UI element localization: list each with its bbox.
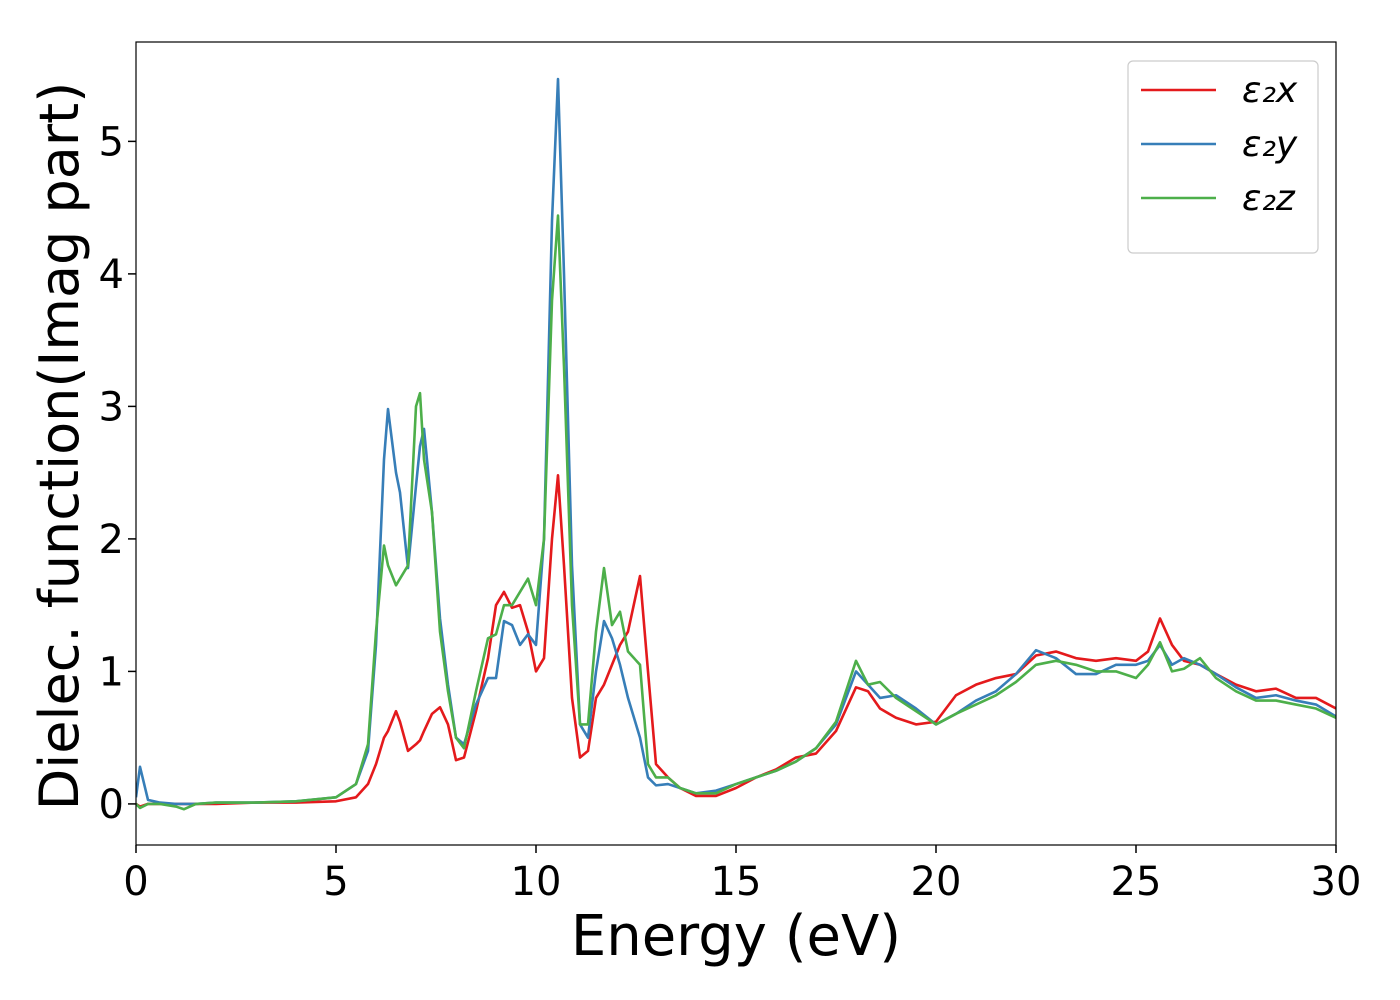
legend-label: ε₂y — [1242, 124, 1298, 165]
x-tick-label: 20 — [911, 859, 962, 905]
y-tick-label: 2 — [99, 517, 124, 563]
x-tick-label: 10 — [511, 859, 562, 905]
x-tick-label: 5 — [323, 859, 348, 905]
legend-label: ε₂x — [1242, 70, 1298, 111]
x-tick-label: 30 — [1311, 859, 1362, 905]
x-tick-label: 15 — [711, 859, 762, 905]
y-axis-label: Dielec. function(Imag part) — [28, 82, 91, 811]
x-tick-label: 0 — [123, 859, 148, 905]
y-tick-label: 4 — [99, 252, 124, 298]
y-tick-label: 1 — [99, 649, 124, 695]
legend-label: ε₂z — [1242, 178, 1296, 219]
data-line — [136, 214, 1336, 811]
data-line — [136, 474, 1336, 808]
legend-box — [1127, 60, 1319, 254]
y-tick-label: 5 — [99, 119, 124, 165]
x-tick-label: 25 — [1111, 859, 1162, 905]
plot-frame — [135, 41, 1337, 846]
x-axis-label: Energy (eV) — [571, 904, 901, 969]
y-tick-label: 0 — [99, 782, 124, 828]
data-line — [136, 77, 1336, 806]
y-tick-label: 3 — [99, 384, 124, 430]
